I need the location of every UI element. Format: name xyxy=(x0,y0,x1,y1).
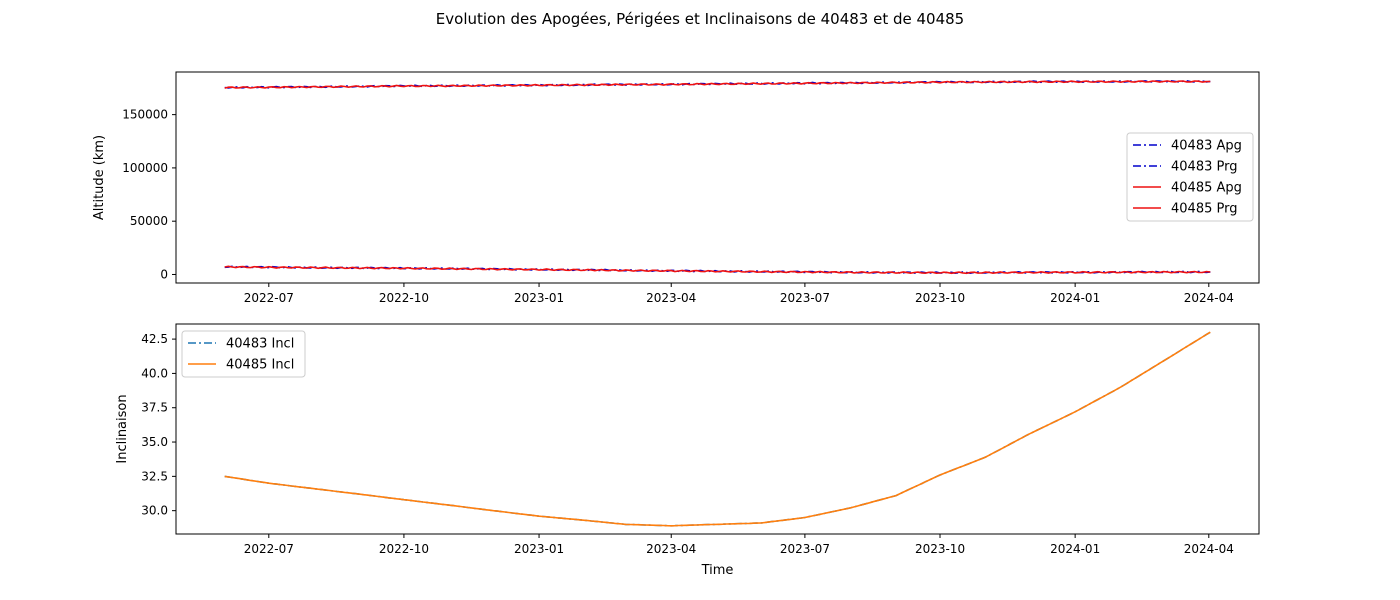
x-tick-label: 2023-04 xyxy=(646,291,696,305)
legend-label: 40483 Apg xyxy=(1171,139,1242,154)
x-tick-label: 2023-10 xyxy=(915,542,965,556)
x-tick-label: 2024-01 xyxy=(1050,291,1100,305)
legend-label: 40485 Prg xyxy=(1171,202,1237,217)
y-tick-label: 37.5 xyxy=(141,401,168,415)
y-tick-label: 0 xyxy=(160,267,168,281)
series-line xyxy=(224,331,1211,527)
x-tick-label: 2022-10 xyxy=(379,542,429,556)
y-tick-label: 30.0 xyxy=(141,504,168,518)
x-tick-label: 2023-07 xyxy=(780,542,830,556)
x-tick-label: 2023-07 xyxy=(780,291,830,305)
series-line xyxy=(224,265,1211,275)
y-tick-label: 150000 xyxy=(122,108,168,122)
legend: 40483 Incl 40485 Incl xyxy=(181,330,306,378)
series-line xyxy=(224,331,1211,527)
figure-title: Evolution des Apogées, Périgées et Incli… xyxy=(436,10,964,28)
legend-box xyxy=(181,330,306,378)
y-axis-label: Altitude (km) xyxy=(92,135,107,220)
x-tick-label: 2024-01 xyxy=(1050,542,1100,556)
y-tick-label: 32.5 xyxy=(141,469,168,483)
axes-frame xyxy=(175,323,1260,535)
x-tick-label: 2022-07 xyxy=(244,291,294,305)
legend-label: 40483 Incl xyxy=(226,337,294,352)
altitude-panel: 0 50000 100000 150000 2022-07 2022-10 2023-01 2… xyxy=(92,71,1260,305)
x-tick-label: 2023-10 xyxy=(915,291,965,305)
x-tick-label: 2024-04 xyxy=(1184,291,1234,305)
y-tick-label: 40.0 xyxy=(141,366,168,380)
x-tick-label: 2024-04 xyxy=(1184,542,1234,556)
y-tick-label: 35.0 xyxy=(141,435,168,449)
legend-label: 40485 Apg xyxy=(1171,181,1242,196)
x-tick-label: 2022-10 xyxy=(379,291,429,305)
y-tick-label: 100000 xyxy=(122,161,168,175)
legend: 40483 Apg 40483 Prg 40485 Apg 40485 Prg xyxy=(1126,132,1254,222)
legend-label: 40483 Prg xyxy=(1171,160,1237,175)
axes-frame xyxy=(175,71,1260,284)
y-tick-label: 50000 xyxy=(130,214,168,228)
x-axis-label: Time xyxy=(701,563,734,578)
x-tick-label: 2023-01 xyxy=(514,291,564,305)
y-tick-label: 42.5 xyxy=(141,332,168,346)
x-tick-label: 2023-01 xyxy=(514,542,564,556)
series-line xyxy=(224,80,1211,89)
inclination-panel: 30.0 32.5 35.0 37.5 40.0 42.5 2022-07 2022-10 20… xyxy=(115,323,1260,578)
x-tick-label: 2022-07 xyxy=(244,542,294,556)
legend-box xyxy=(1126,132,1254,222)
y-axis-label: Inclinaison xyxy=(115,394,130,463)
legend-label: 40485 Incl xyxy=(226,358,294,373)
x-tick-label: 2023-04 xyxy=(646,542,696,556)
